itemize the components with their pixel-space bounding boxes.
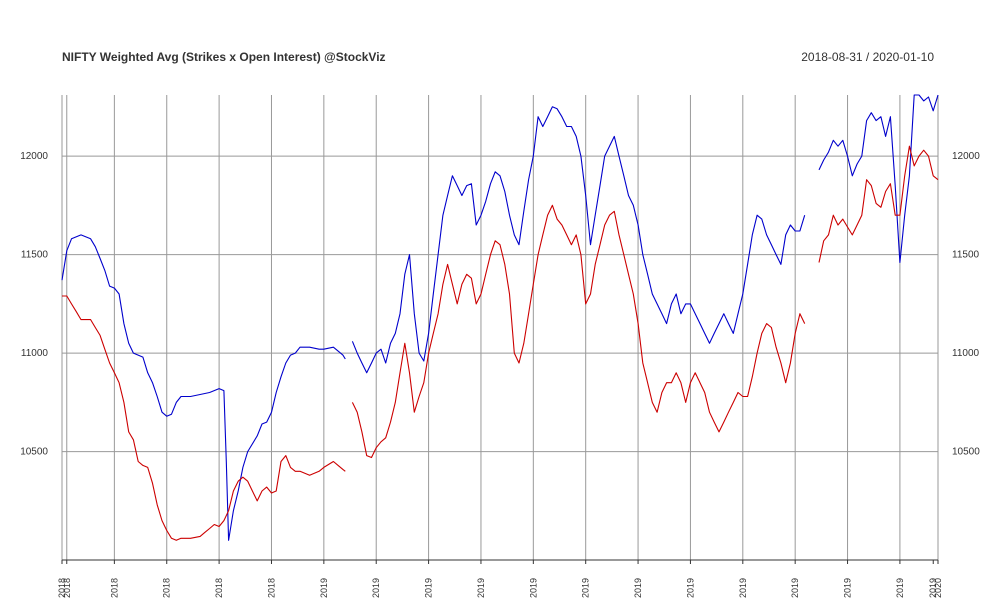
x-tick-label-5: 2018 [266, 578, 276, 598]
x-tick-label-6: 2019 [319, 578, 329, 598]
y-tick-label-right-12000: 12000 [952, 151, 980, 162]
y-tick-label-left-10500: 10500 [20, 447, 48, 458]
x-tick-label-11: 2019 [581, 578, 591, 598]
series-red-segment-0 [62, 295, 346, 541]
series-red-segment-1 [351, 204, 806, 459]
chart-title: NIFTY Weighted Avg (Strikes x Open Inter… [62, 50, 386, 64]
x-tick-label-19: 2020 [933, 578, 943, 598]
x-tick-label-0: 2018 [57, 578, 67, 598]
x-tick-label-8: 2019 [424, 578, 434, 598]
series-red-segment-2 [818, 145, 939, 263]
x-tick-label-16: 2019 [843, 578, 853, 598]
x-tick-label-9: 2019 [476, 578, 486, 598]
y-tick-label-right-10500: 10500 [952, 447, 980, 458]
x-tick-label-12: 2019 [633, 578, 643, 598]
y-tick-label-right-11500: 11500 [952, 250, 980, 261]
date-range: 2018-08-31 / 2020-01-10 [801, 50, 934, 64]
series-blue-segment-1 [351, 106, 806, 374]
series-blue-segment-2 [818, 94, 939, 264]
x-tick-label-18: 2019 [928, 578, 938, 598]
y-tick-label-right-11000: 11000 [952, 348, 980, 359]
x-tick-label-4: 2018 [214, 578, 224, 598]
x-tick-label-7: 2019 [371, 578, 381, 598]
x-tick-label-10: 2019 [528, 578, 538, 598]
x-tick-label-13: 2019 [685, 578, 695, 598]
x-tick-label-14: 2019 [738, 578, 748, 598]
y-tick-label-left-12000: 12000 [20, 151, 48, 162]
x-tick-label-15: 2019 [790, 578, 800, 598]
x-tick-label-2: 2018 [109, 578, 119, 598]
y-tick-label-left-11500: 11500 [21, 250, 49, 261]
x-tick-label-1: 2018 [62, 578, 72, 598]
x-tick-label-3: 2018 [162, 578, 172, 598]
y-tick-label-left-11000: 11000 [21, 348, 49, 359]
series-blue-segment-0 [61, 234, 346, 541]
x-tick-label-17: 2019 [895, 578, 905, 598]
